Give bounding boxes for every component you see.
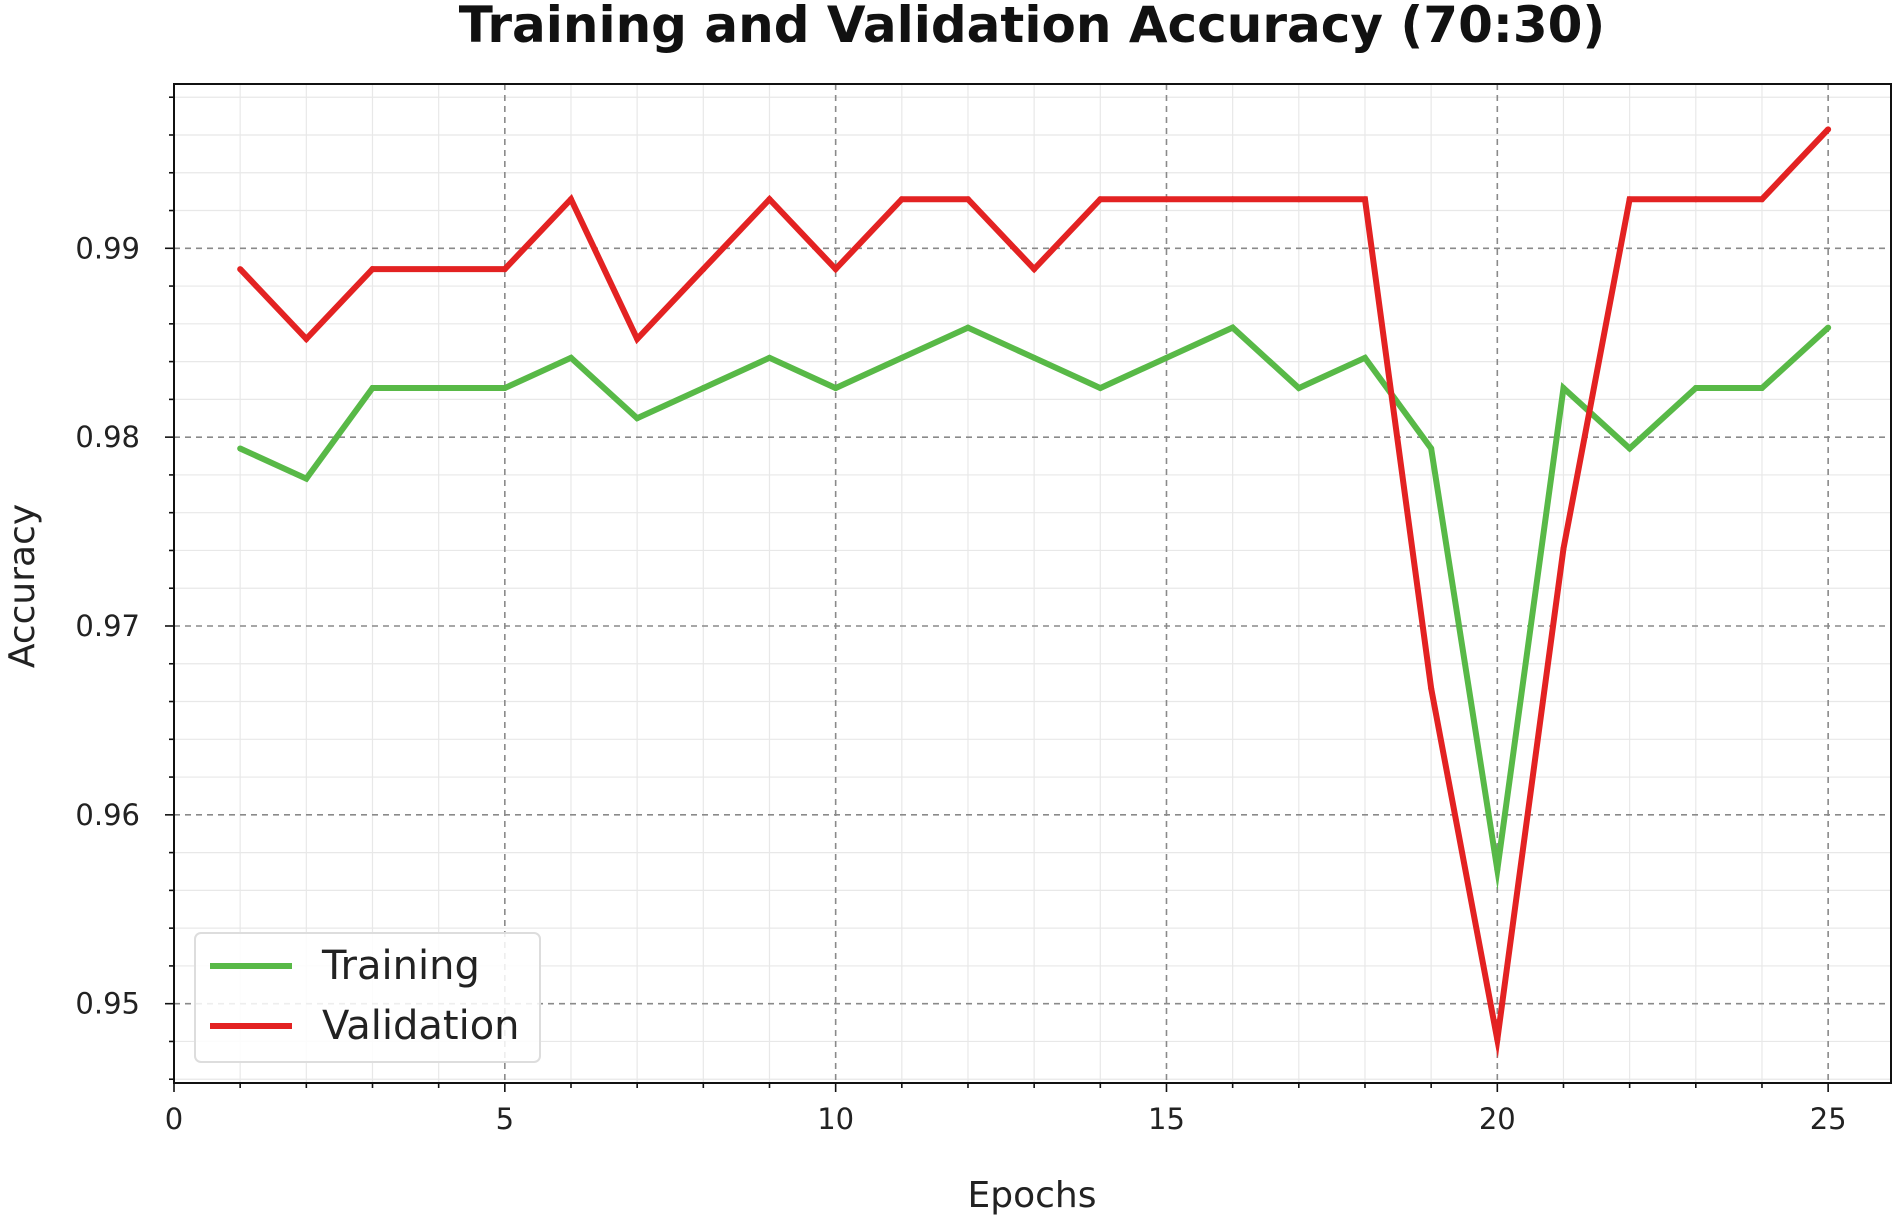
data-point-training — [700, 385, 707, 392]
data-point-validation — [964, 196, 971, 203]
data-point-training — [964, 324, 971, 331]
data-point-validation — [634, 335, 641, 342]
data-point-training — [1361, 354, 1368, 361]
data-point-validation — [1031, 266, 1038, 273]
x-tick-labels: 0 5 10 15 20 25 — [165, 1102, 1847, 1136]
y-tick-label: 0.97 — [75, 609, 140, 643]
data-point-training — [832, 385, 839, 392]
data-point-training — [1428, 445, 1435, 452]
data-point-validation — [567, 196, 574, 203]
y-tick-label: 0.99 — [75, 231, 140, 265]
data-point-training — [1163, 354, 1170, 361]
data-point-validation — [237, 266, 244, 273]
x-tick-label: 5 — [496, 1102, 514, 1136]
data-point-validation — [1163, 196, 1170, 203]
data-point-validation — [1295, 196, 1302, 203]
legend: Training Validation — [194, 932, 541, 1063]
data-point-training — [1758, 385, 1765, 392]
data-point-validation — [766, 196, 773, 203]
data-point-training — [898, 354, 905, 361]
y-tick-label: 0.95 — [75, 987, 140, 1021]
x-tick-label: 15 — [1148, 1102, 1185, 1136]
data-point-training — [567, 354, 574, 361]
data-point-training — [1626, 445, 1633, 452]
y-tick-labels: 0.95 0.96 0.97 0.98 0.99 — [75, 231, 140, 1020]
x-tick-label: 25 — [1810, 1102, 1847, 1136]
data-point-training — [435, 385, 442, 392]
data-point-validation — [1626, 196, 1633, 203]
data-point-validation — [700, 266, 707, 273]
data-point-training — [1031, 354, 1038, 361]
data-point-training — [1692, 385, 1699, 392]
data-point-validation — [1097, 196, 1104, 203]
data-point-training — [501, 385, 508, 392]
data-point-validation — [435, 266, 442, 273]
y-tick-label: 0.96 — [75, 798, 140, 832]
data-point-validation — [1361, 196, 1368, 203]
data-point-validation — [1758, 196, 1765, 203]
data-point-validation — [1692, 196, 1699, 203]
legend-label-validation: Validation — [322, 1003, 520, 1049]
plot-area-frame — [173, 83, 1892, 1084]
x-axis-label: Epochs — [968, 1175, 1097, 1216]
data-point-training — [766, 354, 773, 361]
data-point-validation — [898, 196, 905, 203]
chart-title: Training and Validation Accuracy (70:30) — [459, 0, 1606, 54]
data-point-training — [1097, 385, 1104, 392]
data-point-validation — [1560, 545, 1567, 552]
data-point-training — [1560, 385, 1567, 392]
y-axis-label: Accuracy — [2, 504, 43, 668]
legend-label-training: Training — [321, 943, 480, 989]
data-point-validation — [1229, 196, 1236, 203]
data-point-validation — [1428, 685, 1435, 692]
data-point-validation — [369, 266, 376, 273]
data-point-validation — [501, 266, 508, 273]
x-tick-label: 0 — [165, 1102, 183, 1136]
data-point-validation — [832, 266, 839, 273]
data-point-training — [303, 475, 310, 482]
series-lines — [237, 126, 1832, 1059]
data-point-training — [1494, 866, 1501, 873]
data-point-validation — [303, 335, 310, 342]
data-point-training — [237, 445, 244, 452]
data-point-training — [1825, 324, 1832, 331]
x-tick-label: 20 — [1479, 1102, 1516, 1136]
data-point-validation — [1825, 126, 1832, 133]
data-point-training — [634, 415, 641, 422]
y-tick-label: 0.98 — [75, 420, 140, 454]
data-point-training — [1229, 324, 1236, 331]
minor-grid — [174, 84, 1891, 1083]
data-point-training — [1295, 385, 1302, 392]
data-point-training — [369, 385, 376, 392]
data-point-validation — [1494, 1036, 1501, 1043]
x-tick-label: 10 — [817, 1102, 854, 1136]
